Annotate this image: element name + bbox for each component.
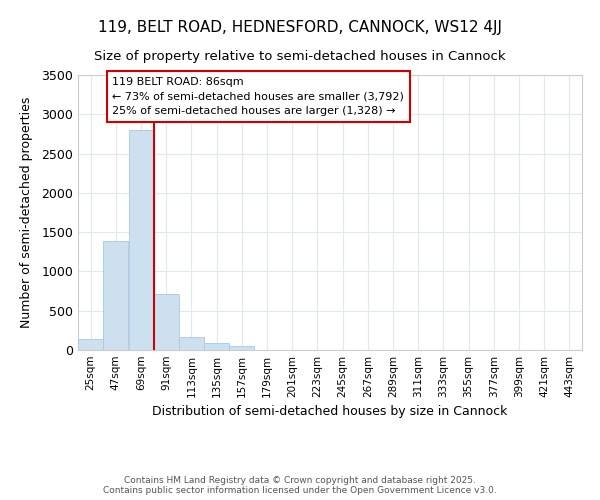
Bar bbox=[229, 346, 254, 350]
Text: Size of property relative to semi-detached houses in Cannock: Size of property relative to semi-detach… bbox=[94, 50, 506, 63]
Text: Contains HM Land Registry data © Crown copyright and database right 2025.
Contai: Contains HM Land Registry data © Crown c… bbox=[103, 476, 497, 495]
Y-axis label: Number of semi-detached properties: Number of semi-detached properties bbox=[20, 97, 33, 328]
Bar bbox=[154, 294, 179, 350]
Text: 119 BELT ROAD: 86sqm
← 73% of semi-detached houses are smaller (3,792)
25% of se: 119 BELT ROAD: 86sqm ← 73% of semi-detac… bbox=[112, 76, 404, 116]
Bar bbox=[179, 337, 204, 350]
Text: 119, BELT ROAD, HEDNESFORD, CANNOCK, WS12 4JJ: 119, BELT ROAD, HEDNESFORD, CANNOCK, WS1… bbox=[98, 20, 502, 35]
Bar bbox=[103, 241, 128, 350]
Bar bbox=[78, 339, 103, 350]
X-axis label: Distribution of semi-detached houses by size in Cannock: Distribution of semi-detached houses by … bbox=[152, 406, 508, 418]
Bar bbox=[128, 130, 154, 350]
Bar bbox=[204, 343, 229, 350]
